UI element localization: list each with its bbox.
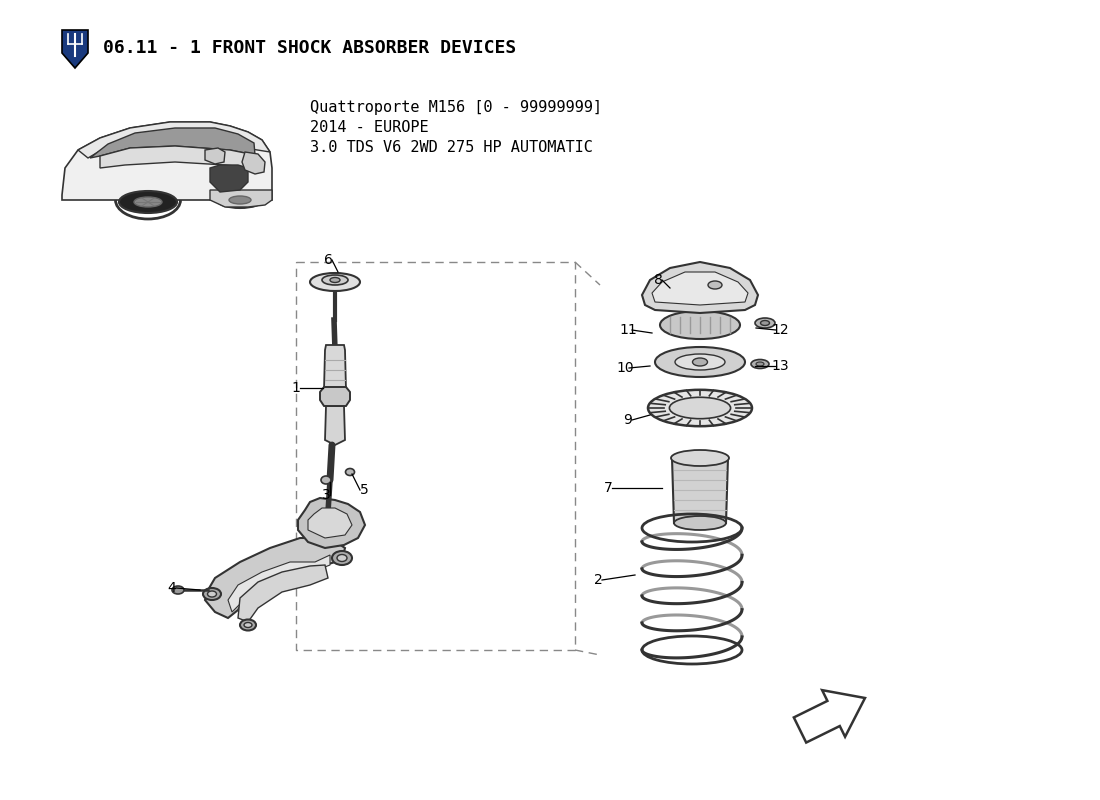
Ellipse shape xyxy=(708,281,722,289)
Polygon shape xyxy=(205,148,225,164)
Ellipse shape xyxy=(654,347,745,377)
Polygon shape xyxy=(238,565,328,622)
Polygon shape xyxy=(652,272,748,305)
Text: 2: 2 xyxy=(594,573,603,587)
Polygon shape xyxy=(205,538,345,618)
Ellipse shape xyxy=(675,354,725,370)
Text: 3.0 TDS V6 2WD 275 HP AUTOMATIC: 3.0 TDS V6 2WD 275 HP AUTOMATIC xyxy=(310,140,593,155)
Ellipse shape xyxy=(648,390,752,426)
Text: Quattroporte M156 [0 - 99999999]: Quattroporte M156 [0 - 99999999] xyxy=(310,100,602,115)
Polygon shape xyxy=(242,152,265,174)
Ellipse shape xyxy=(330,278,340,282)
Polygon shape xyxy=(794,690,865,742)
Polygon shape xyxy=(642,262,758,313)
Ellipse shape xyxy=(337,554,346,562)
Text: 6: 6 xyxy=(323,253,332,267)
Ellipse shape xyxy=(756,362,764,366)
Ellipse shape xyxy=(693,358,707,366)
Polygon shape xyxy=(78,122,270,158)
Ellipse shape xyxy=(755,318,775,328)
Ellipse shape xyxy=(751,359,769,369)
Ellipse shape xyxy=(660,311,740,339)
Polygon shape xyxy=(90,128,255,158)
Ellipse shape xyxy=(321,476,331,484)
Ellipse shape xyxy=(119,191,177,213)
Polygon shape xyxy=(210,165,248,192)
Text: 5: 5 xyxy=(360,483,368,497)
Ellipse shape xyxy=(674,516,726,530)
Text: 12: 12 xyxy=(771,323,789,337)
Polygon shape xyxy=(62,30,88,68)
Ellipse shape xyxy=(134,197,162,207)
Ellipse shape xyxy=(670,398,730,418)
Ellipse shape xyxy=(217,192,263,208)
Ellipse shape xyxy=(204,588,221,600)
Polygon shape xyxy=(228,555,330,612)
Ellipse shape xyxy=(208,591,217,597)
Polygon shape xyxy=(298,498,365,548)
Polygon shape xyxy=(100,146,255,168)
Ellipse shape xyxy=(240,619,256,630)
Text: 7: 7 xyxy=(604,481,613,495)
Text: 3: 3 xyxy=(321,488,330,502)
Polygon shape xyxy=(308,508,352,538)
Ellipse shape xyxy=(671,450,729,466)
Polygon shape xyxy=(324,345,346,395)
Ellipse shape xyxy=(244,622,252,627)
Polygon shape xyxy=(62,122,272,200)
Ellipse shape xyxy=(172,586,184,594)
Polygon shape xyxy=(672,458,728,523)
Polygon shape xyxy=(320,387,350,406)
Polygon shape xyxy=(324,406,345,445)
Ellipse shape xyxy=(322,275,348,285)
Polygon shape xyxy=(210,190,272,207)
Text: 1: 1 xyxy=(292,381,300,395)
Text: 13: 13 xyxy=(771,359,789,373)
Text: 4: 4 xyxy=(167,581,176,595)
Ellipse shape xyxy=(332,551,352,565)
Text: 9: 9 xyxy=(624,413,632,427)
Text: 11: 11 xyxy=(619,323,637,337)
Text: 10: 10 xyxy=(616,361,634,375)
Ellipse shape xyxy=(760,321,770,326)
Text: 06.11 - 1 FRONT SHOCK ABSORBER DEVICES: 06.11 - 1 FRONT SHOCK ABSORBER DEVICES xyxy=(103,39,516,57)
Ellipse shape xyxy=(310,273,360,291)
Ellipse shape xyxy=(229,196,251,204)
Ellipse shape xyxy=(345,469,354,475)
Text: 2014 - EUROPE: 2014 - EUROPE xyxy=(310,120,429,135)
Text: 8: 8 xyxy=(653,273,662,287)
